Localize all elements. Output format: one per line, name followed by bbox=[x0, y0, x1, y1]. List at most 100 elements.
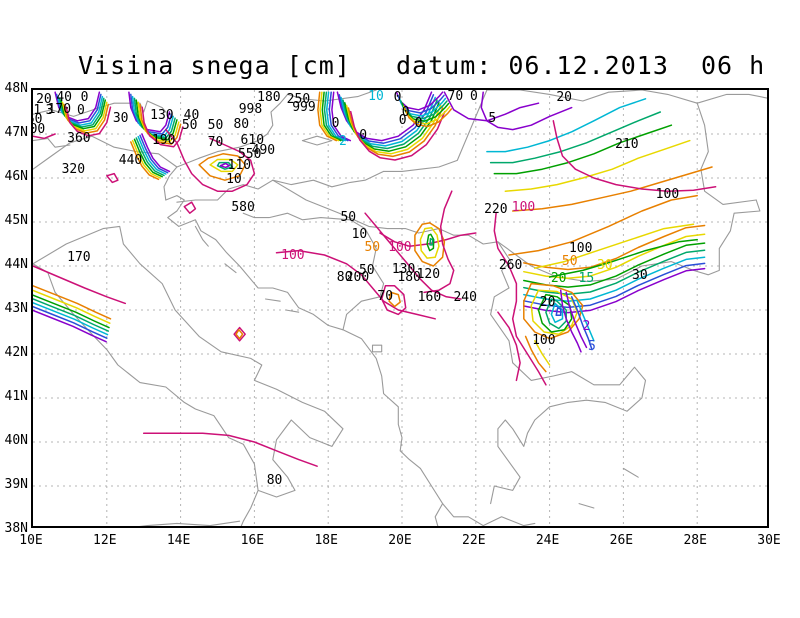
contour-label: 0 bbox=[393, 90, 402, 105]
contour-label: 610 bbox=[240, 132, 265, 148]
contour-label: 5 bbox=[488, 110, 497, 126]
contour-label: 160 bbox=[417, 289, 442, 305]
contour-label: 15 bbox=[578, 271, 595, 287]
contour-label: 100 bbox=[511, 199, 536, 215]
contour-label: 2 bbox=[582, 318, 591, 334]
lon-tick-18E: 18E bbox=[314, 533, 338, 548]
map-plot-frame: 2040013170050500301304050508036019070610… bbox=[31, 88, 769, 528]
contour-label: 2 bbox=[338, 133, 347, 149]
contour-label: 0 bbox=[80, 90, 89, 105]
lon-tick-20E: 20E bbox=[388, 533, 412, 548]
contour-label: 10 bbox=[226, 172, 242, 188]
contour-label: 0 bbox=[359, 128, 368, 144]
contour-label: 580 bbox=[231, 199, 255, 215]
contour-label: 30 bbox=[596, 258, 613, 273]
contour-label: 260 bbox=[498, 258, 523, 273]
map-gridlines bbox=[33, 90, 767, 526]
contour-label: 20 bbox=[550, 271, 567, 287]
contour-label: 550 bbox=[237, 147, 262, 163]
lon-tick-30E: 30E bbox=[757, 533, 781, 548]
contour-label: 100 bbox=[388, 239, 412, 255]
lat-tick-38N: 38N bbox=[4, 521, 28, 536]
contour-label: 110 bbox=[227, 157, 252, 173]
contour-label: 30 bbox=[112, 110, 129, 126]
lat-tick-44N: 44N bbox=[4, 257, 28, 272]
contour-label: 50 bbox=[33, 111, 43, 127]
contour-label: 20 bbox=[556, 90, 573, 105]
contour-label: 130 bbox=[150, 108, 174, 124]
contour-label: 170 bbox=[47, 101, 72, 117]
lat-tick-40N: 40N bbox=[4, 433, 28, 448]
contour-label: 40 bbox=[56, 90, 73, 105]
contour-label: 50 bbox=[181, 118, 198, 134]
contour-label: 250 bbox=[286, 91, 311, 107]
contour-label: 100 bbox=[568, 241, 593, 257]
lon-tick-14E: 14E bbox=[166, 533, 191, 548]
lat-tick-42N: 42N bbox=[4, 345, 28, 360]
contour-label: 490 bbox=[251, 142, 276, 158]
contour-label: 998 bbox=[238, 101, 263, 117]
contour-label: 50 bbox=[364, 240, 381, 256]
contour-label: 80 bbox=[233, 117, 250, 133]
page-title: Visina snega [cm] bbox=[78, 51, 351, 80]
contour-label: 80 bbox=[336, 270, 353, 286]
lon-tick-24E: 24E bbox=[535, 533, 560, 548]
contour-label: 80 bbox=[266, 472, 283, 488]
contour-label: 440 bbox=[118, 153, 143, 169]
contour-label: 0 bbox=[414, 116, 423, 132]
contour-label: 220 bbox=[484, 201, 508, 217]
contour-label: 70 bbox=[377, 288, 394, 304]
contour-label: 50 bbox=[358, 263, 375, 279]
contour-label: 210 bbox=[615, 137, 639, 152]
contour-label: 0 bbox=[331, 116, 340, 132]
contour-label: 180 bbox=[397, 270, 421, 286]
contour-label: 100 bbox=[532, 332, 556, 348]
snow-depth-contours bbox=[33, 91, 717, 467]
lat-tick-39N: 39N bbox=[4, 477, 28, 492]
contour-label: 130 bbox=[391, 261, 416, 277]
contour-label: 30 bbox=[632, 267, 648, 283]
lon-tick-22E: 22E bbox=[462, 533, 486, 548]
contour-label: 100 bbox=[281, 248, 305, 264]
contour-label: 10 bbox=[351, 227, 368, 243]
valid-date-label: datum: 06.12.2013 06 h bbox=[396, 51, 766, 80]
contour-label: 70 bbox=[207, 134, 224, 150]
map-clip-region: 2040013170050500301304050508036019070610… bbox=[33, 90, 767, 526]
lon-tick-26E: 26E bbox=[609, 533, 634, 548]
contour-label: 180 bbox=[257, 90, 281, 105]
contour-label: 999 bbox=[292, 100, 316, 116]
lat-tick-47N: 47N bbox=[4, 125, 28, 140]
contour-label: 50 bbox=[207, 118, 224, 134]
contour-label: 70 bbox=[447, 90, 464, 104]
contour-label: 0 bbox=[76, 103, 85, 119]
contour-label: 5 bbox=[588, 339, 596, 355]
contour-label: 20 bbox=[539, 295, 556, 311]
contour-label: 190 bbox=[151, 132, 176, 148]
contour-label: 20 bbox=[36, 91, 52, 107]
contour-label: 1 bbox=[33, 103, 42, 119]
contour-label: 500 bbox=[33, 121, 46, 137]
lat-tick-45N: 45N bbox=[4, 213, 28, 228]
contour-label: 200 bbox=[345, 270, 370, 286]
contour-label: 0 bbox=[401, 104, 410, 120]
contour-label: 120 bbox=[416, 266, 441, 282]
lat-tick-48N: 48N bbox=[4, 81, 28, 96]
contour-label: 50 bbox=[340, 209, 357, 225]
lon-tick-16E: 16E bbox=[240, 533, 265, 548]
contour-label: 10 bbox=[368, 90, 384, 104]
contour-label: 240 bbox=[453, 289, 477, 305]
lat-tick-43N: 43N bbox=[4, 301, 28, 316]
contour-label: 40 bbox=[183, 107, 200, 123]
contour-label: 0 bbox=[398, 112, 407, 128]
contour-label: 50 bbox=[561, 253, 578, 269]
lat-tick-41N: 41N bbox=[4, 389, 28, 404]
contour-label: 170 bbox=[67, 250, 91, 266]
contour-label: 100 bbox=[655, 186, 680, 202]
contour-label: 0 bbox=[469, 90, 478, 104]
lat-tick-46N: 46N bbox=[4, 169, 28, 184]
contour-label: 320 bbox=[61, 162, 86, 178]
lon-tick-10E: 10E bbox=[19, 533, 43, 548]
contour-label: 3 bbox=[45, 103, 54, 119]
lon-tick-28E: 28E bbox=[683, 533, 707, 548]
